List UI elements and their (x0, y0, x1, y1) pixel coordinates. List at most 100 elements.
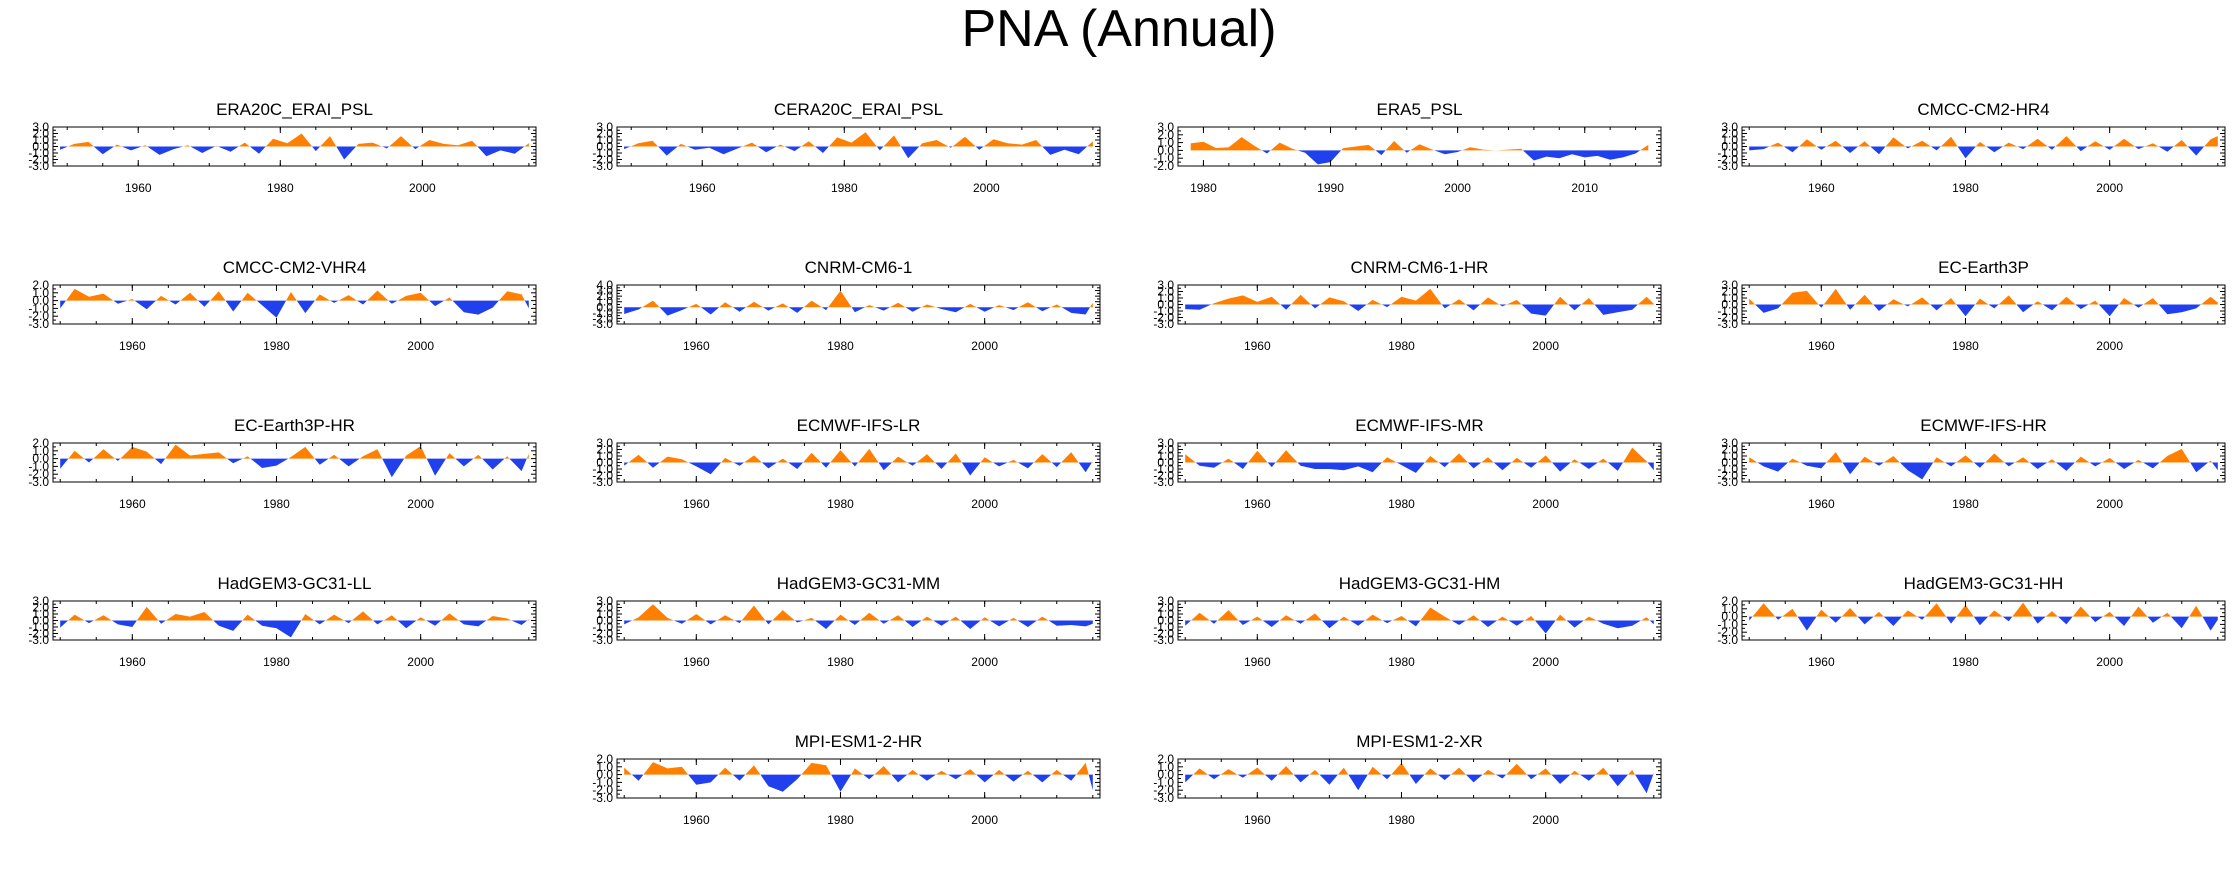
y-tick-label: 0.0 (1157, 456, 1174, 470)
y-tick-label: -1.0 (592, 775, 613, 789)
y-tick-label: -1.0 (28, 146, 49, 160)
y-tick-label: -2.0 (28, 627, 49, 641)
panel: CNRM-CM6-1 4.03.02.01.00.0-1.0-2.0-3.0 196… (592, 258, 1101, 353)
y-tick-label: 0.0 (596, 614, 613, 628)
y-tick-label: -1.0 (28, 459, 49, 473)
x-tick-label: 2000 (2096, 339, 2123, 353)
positive-area (624, 604, 1093, 621)
positive-area (624, 290, 1093, 308)
y-tick-label: -3.0 (1717, 475, 1738, 489)
y-tick-label: 2.0 (32, 436, 49, 450)
y-tick-label: -3.0 (1717, 317, 1738, 331)
y-tick-label: -3.0 (592, 475, 613, 489)
x-tick-label: 1960 (125, 181, 152, 195)
y-tick-label: -2.0 (592, 783, 613, 797)
y-tick-label: 2.0 (1721, 443, 1738, 457)
y-tick-label: 0.0 (32, 294, 49, 308)
negative-area (60, 146, 529, 160)
x-tick-label: 1960 (1808, 339, 1835, 353)
y-tick-label: -3.0 (1153, 317, 1174, 331)
positive-area (1749, 602, 2218, 617)
x-tick-label: 1980 (1952, 655, 1979, 669)
y-tick-label: 2.0 (596, 443, 613, 457)
x-tick-label: 2000 (1532, 655, 1559, 669)
y-tick-label: 1.0 (596, 295, 613, 309)
y-tick-label: 2.0 (1721, 285, 1738, 299)
panel-title: CNRM-CM6-1 (805, 258, 913, 277)
x-tick-label: 1960 (689, 181, 716, 195)
y-tick-label: -2.0 (1153, 783, 1174, 797)
y-tick-label: -3.0 (1153, 633, 1174, 647)
x-tick-label: 2010 (1571, 181, 1598, 195)
y-tick-label: 1.0 (1721, 291, 1738, 305)
y-tick-label: -3.0 (592, 159, 613, 173)
positive-area (60, 288, 529, 301)
x-tick-label: 1980 (1388, 497, 1415, 511)
panel: ECMWF-IFS-MR 3.02.01.00.0-1.0-2.0-3.0 1960… (1153, 416, 1662, 511)
y-tick-label: 2.0 (1157, 128, 1174, 142)
y-tick-label: -3.0 (592, 317, 613, 331)
y-tick-label: -2.0 (1153, 311, 1174, 325)
y-tick-label: -1.0 (592, 146, 613, 160)
panel: HadGEM3-GC31-HH 2.01.00.0-1.0-2.0-3.0 1960… (1717, 574, 2226, 669)
x-tick-label: 2000 (407, 655, 434, 669)
x-tick-label: 1980 (1952, 181, 1979, 195)
x-tick-label: 2000 (2096, 655, 2123, 669)
y-tick-label: 0.0 (1721, 298, 1738, 312)
panel: HadGEM3-GC31-HM 3.02.01.00.0-1.0-2.0-3.0 1… (1153, 574, 1662, 669)
y-tick-label: 1.0 (32, 133, 49, 147)
y-tick-label: -3.0 (28, 159, 49, 173)
x-tick-label: 2000 (407, 497, 434, 511)
x-tick-label: 1960 (1244, 339, 1271, 353)
y-tick-label: 3.0 (596, 120, 613, 134)
negative-area (1749, 616, 2218, 631)
y-tick-label: 0.0 (32, 452, 49, 466)
y-tick-label: 1.0 (32, 286, 49, 300)
negative-area (624, 620, 1093, 629)
positive-area (624, 448, 1093, 463)
x-tick-label: 1980 (1190, 181, 1217, 195)
panel: ECMWF-IFS-LR 3.02.01.00.0-1.0-2.0-3.0 1960… (592, 416, 1101, 511)
x-tick-label: 1980 (827, 497, 854, 511)
panel-title: ECMWF-IFS-MR (1355, 416, 1483, 435)
y-tick-label: -1.0 (592, 620, 613, 634)
y-tick-label: 2.0 (596, 752, 613, 766)
x-tick-label: 1980 (1952, 497, 1979, 511)
y-tick-label: 1.0 (1157, 291, 1174, 305)
positive-area (1749, 288, 2218, 305)
panel: EC-Earth3P 3.02.01.00.0-1.0-2.0-3.0 1960 19… (1717, 258, 2226, 353)
y-tick-label: -1.0 (1717, 462, 1738, 476)
x-tick-label: 1960 (1244, 497, 1271, 511)
negative-area (60, 458, 529, 478)
y-tick-label: 0.0 (596, 768, 613, 782)
y-tick-label: 2.0 (1157, 601, 1174, 615)
x-tick-label: 1960 (683, 655, 710, 669)
y-tick-label: 2.0 (596, 289, 613, 303)
y-tick-label: 3.0 (1157, 120, 1174, 134)
positive-area (624, 132, 1093, 147)
x-tick-label: 1980 (1388, 655, 1415, 669)
positive-area (1185, 447, 1654, 463)
panel-title: ECMWF-IFS-HR (1920, 416, 2047, 435)
positive-area (1749, 448, 2218, 463)
panel-title: HadGEM3-GC31-HH (1904, 574, 2064, 593)
y-tick-label: -3.0 (1153, 475, 1174, 489)
panel-title: CERA20C_ERAI_PSL (774, 100, 943, 119)
y-tick-label: 1.0 (1721, 602, 1738, 616)
positive-area (60, 133, 529, 147)
positive-area (1749, 136, 2218, 147)
y-tick-label: 3.0 (1157, 278, 1174, 292)
y-tick-label: 0.0 (596, 140, 613, 154)
x-tick-label: 1980 (263, 339, 290, 353)
positive-area (60, 444, 529, 459)
y-tick-label: 1.0 (1157, 760, 1174, 774)
y-tick-label: 0.0 (1721, 456, 1738, 470)
y-tick-label: 2.0 (1157, 285, 1174, 299)
x-tick-label: 2000 (1532, 497, 1559, 511)
y-tick-label: 3.0 (596, 436, 613, 450)
positive-area (1185, 607, 1654, 621)
panel-title: HadGEM3-GC31-HM (1339, 574, 1501, 593)
x-tick-label: 1980 (1952, 339, 1979, 353)
y-tick-label: -2.0 (1153, 469, 1174, 483)
x-tick-label: 1960 (1808, 655, 1835, 669)
